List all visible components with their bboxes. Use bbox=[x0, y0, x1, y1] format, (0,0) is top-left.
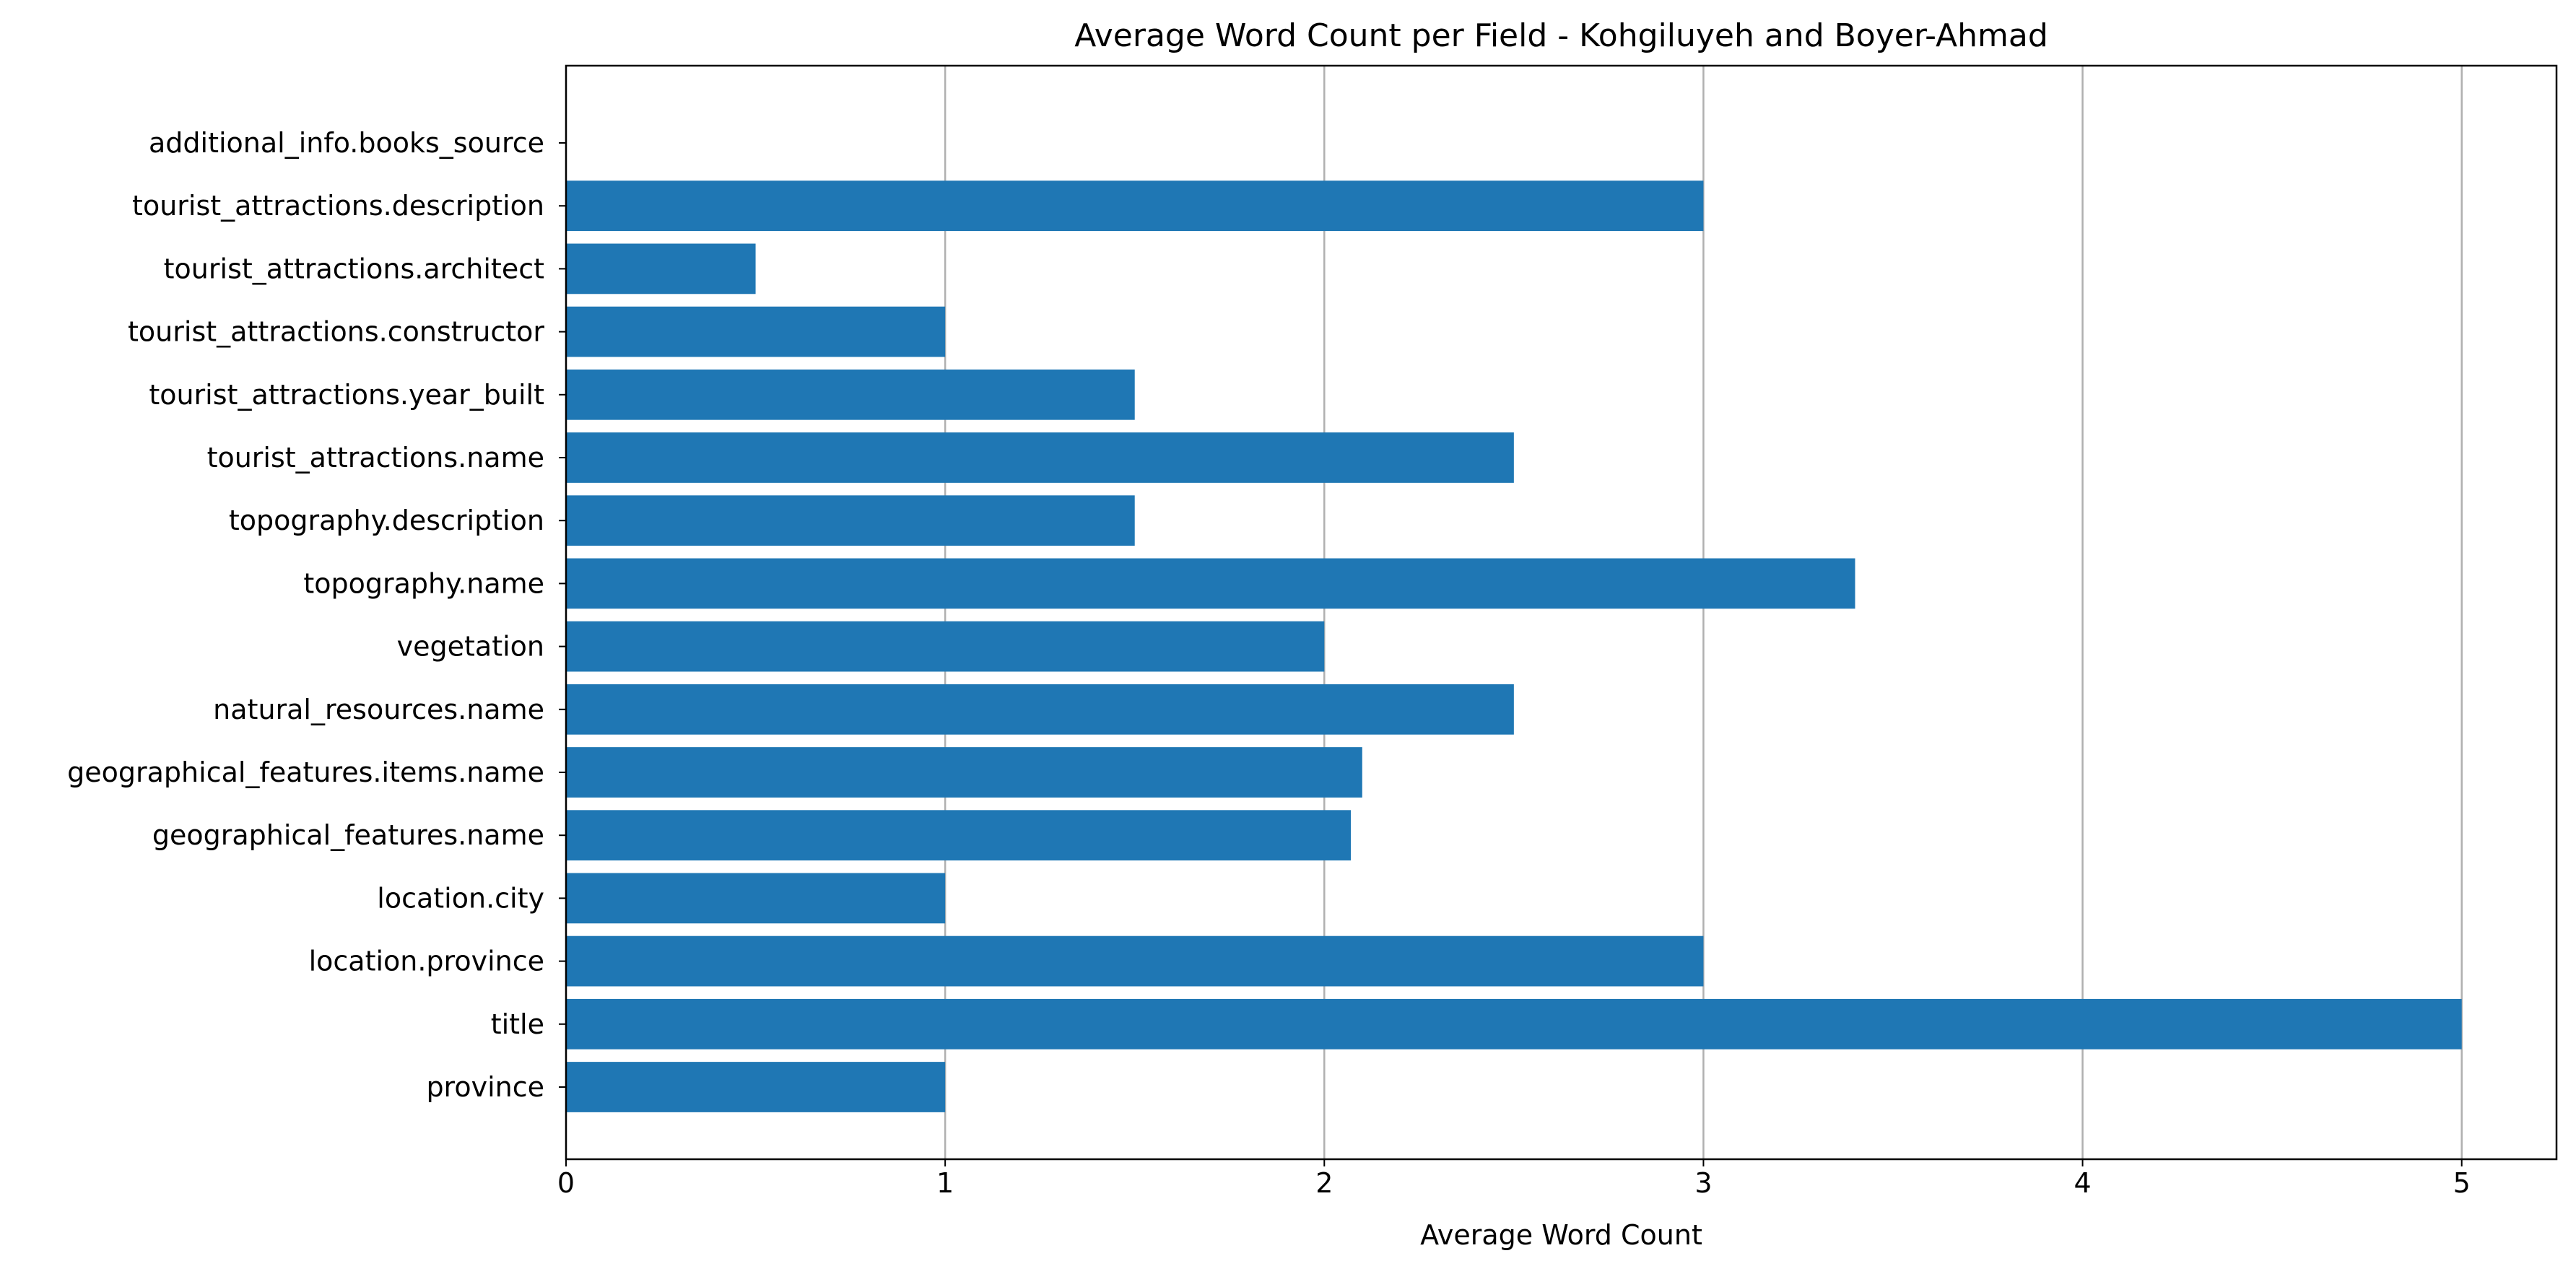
bar bbox=[566, 369, 1135, 420]
plot-frame bbox=[565, 64, 2558, 1161]
chart-title: Average Word Count per Field - Kohgiluye… bbox=[1074, 17, 2048, 54]
y-tick-label: vegetation bbox=[397, 631, 544, 663]
y-tick-label: title bbox=[491, 1008, 544, 1040]
y-tick-label: location.city bbox=[377, 882, 544, 914]
bar bbox=[566, 432, 1514, 483]
bar bbox=[566, 180, 1704, 232]
bar bbox=[566, 243, 756, 294]
bar bbox=[566, 1062, 946, 1112]
bar bbox=[566, 558, 1855, 609]
y-tick-label: tourist_attractions.architect bbox=[164, 253, 544, 284]
bar bbox=[566, 621, 1325, 672]
y-tick-label: topography.name bbox=[303, 567, 544, 599]
y-tick-label: additional_info.books_source bbox=[149, 127, 544, 159]
bar bbox=[566, 306, 946, 357]
y-tick-label: geographical_features.name bbox=[152, 819, 544, 851]
x-tick-label: 3 bbox=[1694, 1167, 1712, 1199]
bar bbox=[566, 935, 1704, 987]
y-tick-label: tourist_attractions.name bbox=[207, 442, 544, 474]
y-tick-label: geographical_features.items.name bbox=[67, 756, 544, 788]
x-tick-label: 0 bbox=[557, 1167, 575, 1199]
y-axis-ticks: province title location.province location.c… bbox=[67, 127, 566, 1103]
bar bbox=[566, 747, 1362, 798]
x-tick-label: 4 bbox=[2074, 1167, 2091, 1199]
x-tick-label: 5 bbox=[2453, 1167, 2471, 1199]
bar bbox=[566, 998, 2462, 1050]
y-tick-label: location.province bbox=[309, 946, 544, 977]
x-tick-label: 1 bbox=[936, 1167, 954, 1199]
bar bbox=[566, 684, 1514, 735]
y-tick-label: tourist_attractions.description bbox=[132, 190, 544, 222]
x-axis-label: Average Word Count bbox=[1420, 1219, 1702, 1251]
x-axis-ticks: 0 1 2 3 4 5 bbox=[557, 1159, 2471, 1199]
bar bbox=[566, 495, 1135, 546]
y-tick-label: topography.description bbox=[229, 505, 544, 536]
y-tick-label: province bbox=[426, 1071, 544, 1103]
x-tick-label: 2 bbox=[1315, 1167, 1333, 1199]
y-tick-label: tourist_attractions.constructor bbox=[128, 316, 544, 348]
y-tick-label: tourist_attractions.year_built bbox=[149, 379, 544, 411]
bar bbox=[566, 810, 1352, 861]
bars bbox=[566, 180, 2462, 1112]
y-tick-label: natural_resources.name bbox=[213, 694, 544, 725]
bar bbox=[566, 873, 946, 924]
